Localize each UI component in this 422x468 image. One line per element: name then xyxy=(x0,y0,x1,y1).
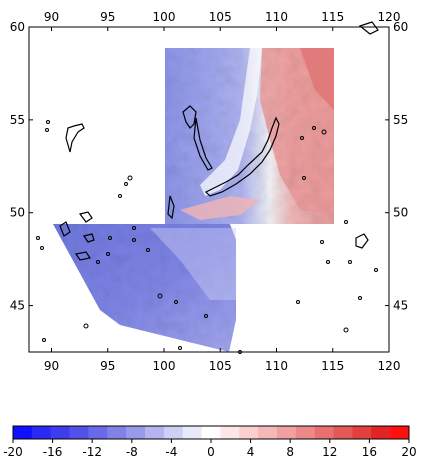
reservoir-outline-1 xyxy=(182,105,197,129)
colorbar-swatch xyxy=(314,426,335,439)
lake-outline-1 xyxy=(65,123,85,153)
colorbar-swatch xyxy=(163,426,184,439)
small-lakes xyxy=(36,120,378,354)
x-tick-label-bottom: 110 xyxy=(265,359,288,373)
field-neutral-band xyxy=(200,48,262,196)
y-tick-label-right: 45 xyxy=(393,299,408,313)
y-tick-label-left: 45 xyxy=(10,299,25,313)
colorbar-tick-label: 20 xyxy=(401,445,416,459)
colorbar-tick-label: -16 xyxy=(43,445,63,459)
x-tick-label-top: 105 xyxy=(209,10,232,24)
y-tick-label-left: 60 xyxy=(10,20,25,34)
colorbar-swatch xyxy=(371,426,391,439)
x-tick-label-bottom: 120 xyxy=(378,359,401,373)
field-strong-positive-anomaly xyxy=(300,48,334,110)
y-tick-label-left: 50 xyxy=(10,206,25,220)
colorbar-swatch xyxy=(258,426,278,439)
colorbar-swatch xyxy=(69,426,89,439)
colorbar-tick-label: -12 xyxy=(82,445,102,459)
reservoir-outline-3 xyxy=(78,211,93,223)
axis-ticks: 90 90 95 95 100 100 105 105 110 110 115 115 120 120 45… xyxy=(10,10,409,373)
colorbar-swatch xyxy=(295,426,316,439)
coastlines xyxy=(59,21,379,261)
colorbar-tick-label: -4 xyxy=(165,445,177,459)
reservoir-outline-2 xyxy=(193,117,213,171)
colorbar-swatch xyxy=(31,426,52,439)
x-tick-label-top: 110 xyxy=(265,10,288,24)
x-tick-label-bottom: 105 xyxy=(209,359,232,373)
colorbar-swatch xyxy=(239,426,259,439)
colorbar-swatch xyxy=(88,426,108,439)
x-tick-label-top: 95 xyxy=(100,10,115,24)
colorbar-tick-label: 0 xyxy=(207,445,215,459)
lake-outline-2 xyxy=(355,233,369,249)
x-tick-label-bottom: 90 xyxy=(44,359,59,373)
y-tick-label-right: 60 xyxy=(393,20,408,34)
y-tick-label-right: 50 xyxy=(393,206,408,220)
field-lower-positive-streak xyxy=(180,196,260,220)
colorbar-swatch xyxy=(145,426,165,439)
field-south-light-band xyxy=(150,228,236,300)
x-tick-label-bottom: 100 xyxy=(153,359,176,373)
colorbar-swatch xyxy=(107,426,127,439)
x-tick-label-top: 100 xyxy=(153,10,176,24)
colorbar: -20 -16 -12 -8 -4 0 4 8 12 16 20 xyxy=(3,425,417,459)
colorbar-tick-label: 8 xyxy=(286,445,294,459)
y-tick-label-right: 55 xyxy=(393,113,408,127)
x-tick-label-bottom: 95 xyxy=(100,359,115,373)
lake-baikal-outline xyxy=(204,116,280,197)
colorbar-swatch xyxy=(201,426,221,439)
colorbar-tick-label: -8 xyxy=(126,445,138,459)
colorbar-swatch xyxy=(333,426,353,439)
colorbar-tick-label: 12 xyxy=(322,445,337,459)
colorbar-tick-label: 4 xyxy=(247,445,255,459)
colorbar-tick-label: 16 xyxy=(362,445,377,459)
colorbar-swatch xyxy=(126,426,146,439)
reservoir-outline-4 xyxy=(167,195,175,220)
map-frame xyxy=(28,26,390,353)
lake-outline-3 xyxy=(358,21,379,35)
x-tick-label-top: 120 xyxy=(378,10,401,24)
colorbar-swatch xyxy=(390,426,410,439)
lake-outline-6 xyxy=(75,251,91,261)
x-tick-label-bottom: 115 xyxy=(321,359,344,373)
colorbar-swatch xyxy=(182,426,203,439)
colorbar-swatch xyxy=(277,426,297,439)
lake-outline-5 xyxy=(83,233,95,243)
y-tick-label-left: 55 xyxy=(10,113,25,127)
colorbar-swatch xyxy=(220,426,240,439)
colorbar-swatch xyxy=(13,426,33,439)
colorbar-tick-label: -20 xyxy=(3,445,23,459)
x-tick-label-top: 115 xyxy=(321,10,344,24)
colorbar-swatch xyxy=(50,426,71,439)
field-south-region xyxy=(53,224,236,352)
colorbar-swatch xyxy=(352,426,372,439)
x-tick-label-top: 90 xyxy=(44,10,59,24)
lake-outline-4 xyxy=(59,221,71,237)
